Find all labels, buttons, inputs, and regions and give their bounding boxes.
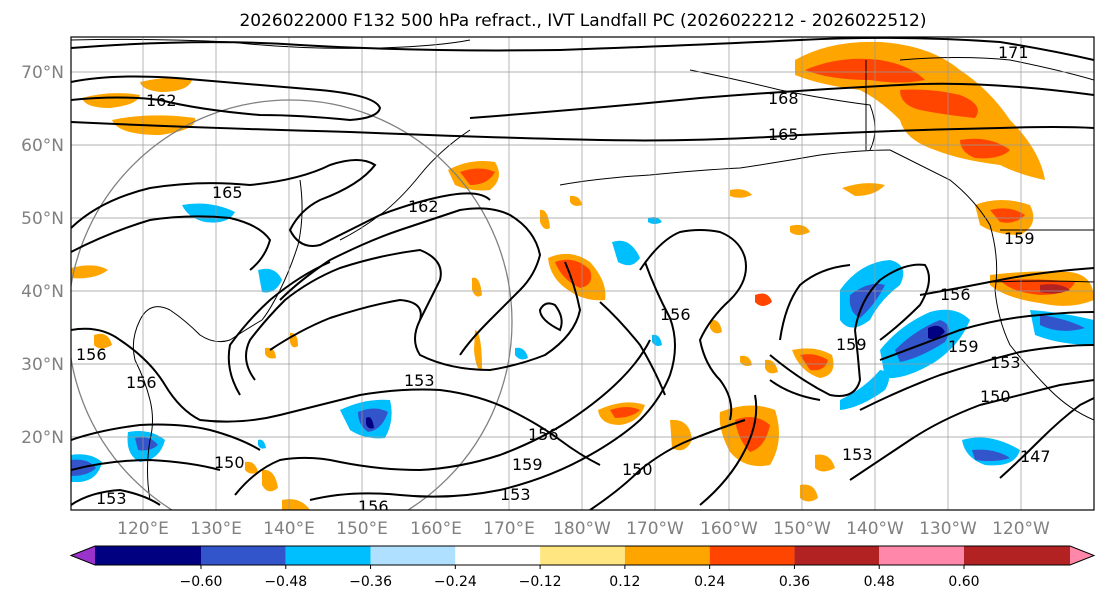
colorbar-tick-label: 0.36 [779,574,810,590]
lon-label: 120°E [117,519,169,539]
lon-label: 160°E [410,519,462,539]
contour-label: 156 [76,345,107,364]
colorbar-tick-label: −0.60 [180,574,223,590]
contour-label: 159 [1004,229,1035,248]
figure-title: 2026022000 F132 500 hPa refract., IVT La… [239,11,926,31]
contour-label: 159 [836,335,867,354]
map-panel: 171 162 168 165 165 162 159 156 156 159 … [70,36,1095,516]
map-frame [70,36,1095,511]
boundaries [865,60,1094,283]
colorbar-segment [540,546,625,565]
lon-label: 150°W [773,519,831,539]
lon-label: 130°E [190,519,242,539]
contour-label: 150 [214,453,245,472]
lon-label: 120°W [992,519,1050,539]
lat-label: 40°N [21,282,64,302]
contour-label: 153 [842,445,873,464]
colorbar-segment [201,546,286,565]
colorbar-extend-high [1070,546,1094,565]
lon-label: 170°E [483,519,535,539]
contour-label: 150 [622,460,653,479]
colorbar-tick-label: 0.12 [609,574,640,590]
lon-label: 140°E [263,519,315,539]
contour-label: 147 [1020,447,1051,466]
contour-label: 162 [408,197,439,216]
lon-label: 180°W [553,519,611,539]
contour-label: 165 [212,183,243,202]
contour-label: 156 [126,373,157,392]
colorbar-tick-label: 0.24 [694,574,725,590]
colorbar-tick-label: −0.24 [434,574,477,590]
contour-label: 156 [528,425,559,444]
negative-shading [71,203,1094,482]
contour-label: 150 [980,387,1011,406]
contour-lines [71,37,1094,510]
contour-label: 159 [512,455,543,474]
lon-label: 130°W [919,519,977,539]
contour-label-group: 171 162 168 165 165 162 159 156 156 159 … [76,43,1051,516]
longitude-labels: 120°E 130°E 140°E 150°E 160°E 170°E 180°… [117,519,1050,539]
colorbar-segment [624,546,710,565]
colorbar: −0.60 −0.48 −0.36 −0.24 −0.12 0.12 0.24 0.36 0.4… [69,545,1096,590]
colorbar-extend-low [71,546,95,565]
colorbar-tick-label: −0.12 [519,574,562,590]
contour-label: 159 [948,337,979,356]
latitude-labels: 70°N 60°N 50°N 40°N 30°N 20°N [21,63,64,448]
lon-label: 170°W [626,519,684,539]
contour-label: 171 [998,43,1029,62]
colorbar-tick-label: 0.60 [948,574,979,590]
contour-label: 156 [940,285,971,304]
lat-label: 20°N [21,428,64,448]
lat-label: 70°N [21,63,64,83]
colorbar-segment [794,546,880,565]
lon-label: 160°W [700,519,758,539]
region-circle [71,99,513,510]
colorbar-segment [964,546,1070,565]
contour-label: 165 [768,125,799,144]
lat-label: 60°N [21,136,64,156]
contour-label: 153 [990,353,1021,372]
colorbar-segment [285,546,371,565]
colorbar-segment [95,546,201,565]
colorbar-segment [455,546,541,565]
lon-label: 150°E [336,519,388,539]
colorbar-segment [709,546,795,565]
contour-label: 168 [768,89,799,108]
contour-label: 153 [500,485,531,504]
colorbar-tick-label: 0.48 [864,574,895,590]
colorbar-tick-label: −0.48 [264,574,307,590]
contour-label: 153 [404,371,435,390]
colorbar-tick-label: −0.36 [349,574,392,590]
contour-label: 162 [146,91,177,110]
lat-label: 50°N [21,209,64,229]
lat-label: 30°N [21,355,64,375]
colorbar-segment [370,546,456,565]
contour-label: 156 [358,497,389,516]
contour-label: 156 [660,305,691,324]
colorbar-segment [879,546,964,565]
colorbar-outline [69,545,1096,566]
contour-label: 153 [96,489,127,508]
lon-label: 140°W [846,519,904,539]
